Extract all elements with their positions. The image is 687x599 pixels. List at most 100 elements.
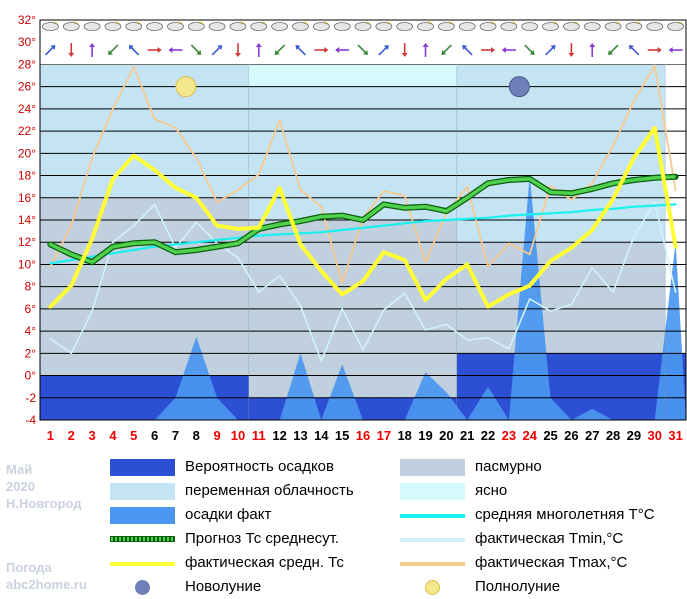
legend-label: средняя многолетняя Т°С — [475, 506, 655, 523]
cloud-shape — [396, 22, 414, 31]
cloud-icon — [187, 21, 205, 31]
x-tick-label: 17 — [377, 428, 391, 443]
cloud-shape — [604, 22, 622, 31]
cloud-icon — [458, 22, 476, 31]
wind-arrow-head — [168, 47, 173, 53]
y-tick-label: 16° — [18, 191, 36, 205]
cloud-shape — [312, 22, 330, 31]
legend-swatch-box — [110, 459, 175, 476]
cloud-shape — [292, 22, 309, 31]
cloud-icon — [271, 22, 288, 31]
legend-label: фактическая средн. Тс — [185, 554, 344, 571]
wind-arrow-icon — [501, 47, 516, 53]
wind-arrow-icon — [628, 45, 640, 56]
wind-arrow-icon — [68, 43, 75, 57]
wind-arrow-head — [274, 50, 280, 55]
wind-arrow-head — [668, 47, 673, 53]
cloud-icon — [438, 21, 455, 31]
wind-arrow-head — [89, 43, 96, 47]
y-tick-label: 32° — [18, 13, 36, 27]
wind-arrow-head — [422, 43, 429, 47]
y-tick-label: -4 — [25, 413, 36, 427]
wind-arrow-icon — [190, 44, 202, 55]
series-avg-norm-line — [49, 203, 677, 265]
cloud-icon — [104, 21, 122, 31]
x-tick-label: 30 — [648, 428, 662, 443]
wind-arrow-icon — [545, 45, 556, 56]
wind-arrow-head — [107, 50, 113, 55]
wind-arrow-head — [401, 53, 408, 57]
precip-fact-area — [40, 175, 686, 420]
cloud-icon — [354, 21, 372, 31]
wind-arrow-icon — [335, 47, 350, 53]
wind-arrow-icon — [481, 47, 496, 53]
wind-arrow-head — [608, 50, 614, 55]
wind-arrow-icon — [462, 45, 473, 56]
cloud-shape — [646, 22, 664, 31]
x-tick-label: 1 — [47, 428, 54, 443]
x-tick-label: 5 — [130, 428, 137, 443]
legend-swatch-box — [400, 459, 465, 476]
cloud-shape — [271, 22, 288, 31]
x-tick-label: 24 — [522, 428, 537, 443]
legend-label: осадки факт — [185, 506, 272, 523]
cloud-shape — [438, 22, 455, 31]
wind-arrow-icon — [211, 45, 223, 56]
cloud-icon — [146, 22, 163, 31]
cloud-shape — [521, 22, 539, 31]
legend-label: ясно — [475, 482, 508, 499]
x-tick-label: 27 — [585, 428, 599, 443]
year-label: 2020 — [6, 479, 35, 494]
cloud-icon — [312, 21, 330, 31]
full-moon-icon — [175, 76, 197, 98]
precip-probability-block — [373, 397, 395, 420]
cloud-icon — [375, 21, 393, 31]
legend-label: Прогноз Тс среднесут. — [185, 530, 340, 547]
cloud-shape — [208, 22, 226, 31]
x-tick-label: 19 — [418, 428, 432, 443]
cloud-icon — [396, 22, 414, 31]
cloud-shape — [479, 22, 497, 31]
wind-arrow-head — [462, 45, 468, 50]
cloud-icon — [667, 21, 684, 31]
cloud-icon — [479, 21, 497, 31]
cloud-shape — [104, 22, 122, 31]
y-tick-label: 30° — [18, 35, 36, 49]
wind-arrow-head — [589, 43, 596, 47]
precip-probability-block — [602, 353, 624, 420]
wind-arrow-icon — [89, 43, 96, 57]
cloud-icon — [333, 22, 351, 31]
x-tick-label: 11 — [252, 428, 266, 443]
cloud-shape — [667, 22, 684, 31]
wind-arrow-head — [157, 47, 162, 53]
x-tick-label: 8 — [193, 428, 200, 443]
cloud-icon — [229, 21, 247, 31]
y-tick-label: 2° — [25, 346, 37, 360]
wind-arrow-icon — [401, 43, 408, 57]
wind-arrow-icon — [128, 45, 140, 56]
wind-arrow-head — [68, 53, 75, 57]
wind-arrow-icon — [168, 47, 183, 53]
wind-arrow-icon — [234, 43, 241, 57]
x-tick-label: 25 — [543, 428, 557, 443]
wind-arrow-icon — [295, 45, 306, 56]
wind-arrow-icon — [107, 44, 119, 55]
cloud-icon — [625, 21, 643, 31]
new-moon-icon — [508, 76, 530, 98]
legend-swatch-dotted — [110, 536, 175, 542]
cloud-shape — [125, 22, 143, 31]
cloud-shape — [583, 22, 601, 31]
cloud-shape — [417, 22, 434, 31]
wind-arrow-head — [234, 53, 241, 57]
cloud-icon — [250, 21, 268, 31]
cloud-icon — [208, 22, 226, 31]
cloud-icon — [563, 21, 580, 31]
x-tick-label: 14 — [314, 428, 329, 443]
legend-label: фактическая Tmax,°C — [475, 554, 628, 571]
cloud-icon — [125, 21, 143, 31]
legend-swatch-line — [400, 538, 465, 542]
cloud-icon — [292, 21, 309, 31]
cloud-icon — [83, 22, 101, 31]
y-tick-label: 8° — [25, 280, 37, 294]
cloud-shape — [250, 22, 268, 31]
